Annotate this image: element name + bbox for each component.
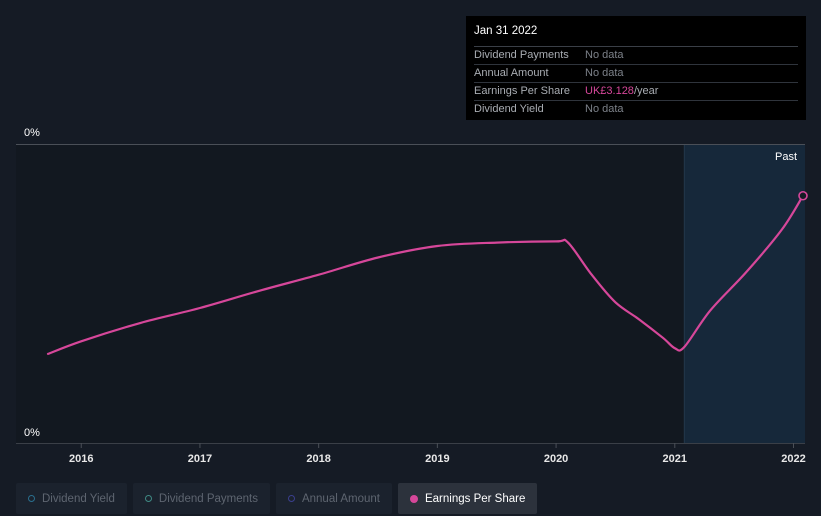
tooltip-row-annual-amount: Annual Amount No data <box>474 65 798 83</box>
x-tick-label: 2018 <box>306 453 330 465</box>
legend-dividend-yield-button[interactable]: Dividend Yield <box>16 483 127 514</box>
tooltip-value-eps: UK£3.128/year <box>585 83 658 100</box>
eps-series-line <box>46 194 805 355</box>
legend-dot-icon <box>28 495 35 502</box>
x-tick-label: 2021 <box>663 453 687 465</box>
past-label: Past <box>775 151 797 163</box>
tooltip: Jan 31 2022 Dividend Payments No data An… <box>466 16 806 120</box>
tooltip-value: No data <box>585 67 624 79</box>
x-tick-label: 2020 <box>544 453 568 465</box>
legend-dividend-payments-button[interactable]: Dividend Payments <box>132 483 270 514</box>
legend-earnings-per-share-button[interactable]: Earnings Per Share <box>397 483 538 514</box>
tooltip-row-earnings-per-share: Earnings Per Share UK£3.128/year <box>474 83 798 101</box>
tooltip-value: No data <box>585 103 624 115</box>
tooltip-label: Earnings Per Share <box>474 85 570 97</box>
x-tick-label: 2016 <box>69 453 93 465</box>
tooltip-row-dividend-payments: Dividend Payments No data <box>474 47 798 65</box>
tooltip-label: Annual Amount <box>474 67 549 79</box>
tooltip-date: Jan 31 2022 <box>474 24 798 47</box>
eps-unit: /year <box>633 85 659 97</box>
y-top-label: 0% <box>24 127 40 139</box>
legend-dot-icon <box>409 494 418 503</box>
x-tick-label: 2022 <box>781 453 805 465</box>
legend: Dividend Yield Dividend Payments Annual … <box>16 483 538 515</box>
plot-background <box>16 145 688 443</box>
legend-dot-icon <box>144 495 152 502</box>
eps-chart: 0% 0% Past 2016 2017 2018 2019 2020 2021 2022 <box>16 127 808 465</box>
eps-last-point[interactable] <box>798 190 808 201</box>
past-region <box>684 145 805 443</box>
legend-label: Annual Amount <box>301 492 380 505</box>
tooltip-value: No data <box>585 49 624 61</box>
y-bottom-label: 0% <box>24 427 40 439</box>
x-tick-label: 2019 <box>425 453 449 465</box>
tooltip-row-dividend-yield: Dividend Yield No data <box>474 101 798 118</box>
legend-label: Dividend Yield <box>42 492 115 505</box>
eps-value: UK£3.128 <box>585 85 634 97</box>
legend-label: Earnings Per Share <box>424 492 526 505</box>
x-tick-label: 2017 <box>188 453 212 465</box>
legend-label: Dividend Payments <box>158 492 258 505</box>
tooltip-label: Dividend Payments <box>474 49 569 61</box>
tooltip-label: Dividend Yield <box>474 103 544 115</box>
legend-dot-icon <box>287 495 295 502</box>
legend-annual-amount-button[interactable]: Annual Amount <box>275 483 392 514</box>
